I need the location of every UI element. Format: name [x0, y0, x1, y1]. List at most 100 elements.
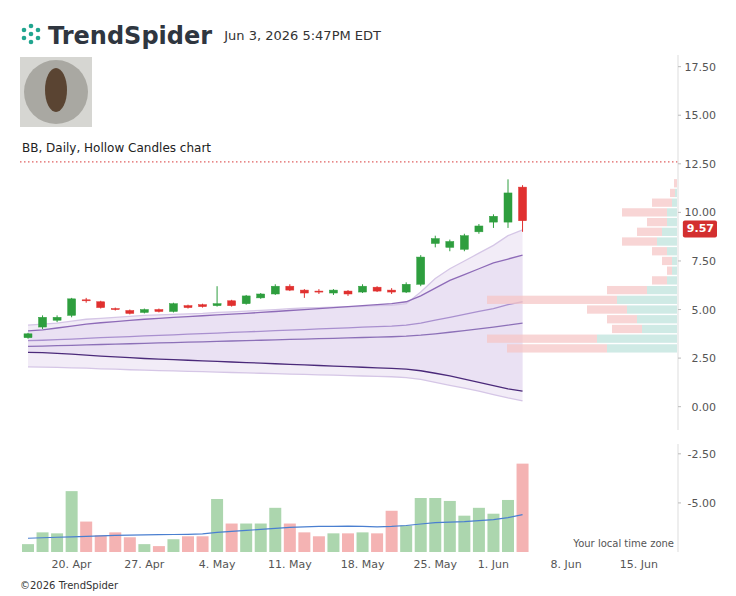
profile-up: [597, 335, 677, 343]
candle-body: [460, 236, 468, 250]
y-tick-label: 5.00: [692, 304, 717, 317]
candle-body: [519, 187, 527, 221]
profile-down: [667, 267, 672, 275]
avatar: [20, 57, 92, 127]
profile-up: [662, 228, 677, 236]
candle-body: [140, 310, 148, 313]
y-tick: [678, 66, 681, 67]
x-tick-label: 4. May: [199, 558, 236, 571]
profile-down: [652, 276, 667, 284]
profile-down: [652, 199, 672, 207]
chart: TrendSpiderJun 3, 2026 5:47PM EDTBB, Dai…: [0, 0, 736, 596]
time-zone-note: Your local time zone: [572, 538, 674, 549]
candle-body: [39, 317, 47, 327]
timestamp: Jun 3, 2026 5:47PM EDT: [223, 28, 381, 43]
profile-down: [507, 344, 607, 352]
volume-bar: [298, 532, 310, 552]
last-price-badge: [683, 220, 717, 237]
volume-bar: [429, 498, 441, 552]
y-tick-label: 12.50: [685, 158, 717, 171]
candle-body: [82, 300, 90, 301]
candle-body: [431, 239, 439, 244]
volume-bar: [342, 533, 354, 552]
x-tick-label: 11. May: [268, 558, 312, 571]
volume-bar: [153, 546, 165, 552]
y-tick: [678, 358, 681, 359]
profile-down: [607, 286, 647, 294]
profile-up: [667, 208, 677, 216]
candle-body: [68, 299, 76, 316]
volume-bar: [211, 499, 223, 552]
volume-profile: [487, 179, 677, 352]
volume-ma: [28, 515, 523, 539]
candle-body: [155, 310, 163, 312]
y-tick: [678, 212, 681, 213]
y-tick: [678, 115, 681, 116]
page: {"header": {"brand": "TrendSpider", "tim…: [0, 0, 736, 596]
y-tick-label: 15.00: [685, 109, 717, 122]
volume-bar: [37, 532, 49, 552]
volume-bar: [517, 464, 529, 552]
volume-bar: [371, 533, 383, 552]
volume-bar: [255, 524, 267, 552]
volume-tick-label: -5.00: [688, 497, 716, 510]
volume-bar: [138, 544, 150, 552]
band-line: [28, 230, 523, 325]
volume-bar: [386, 511, 398, 552]
candle-body: [271, 286, 279, 294]
profile-down: [674, 179, 677, 187]
volume-bar: [51, 533, 63, 552]
volume-bar: [444, 501, 456, 552]
band-fill: [28, 255, 523, 391]
y-tick-label: 10.00: [685, 206, 717, 219]
volume-tick: [678, 453, 681, 454]
volume-bar: [327, 533, 339, 552]
volume-bar: [357, 532, 369, 552]
volume-bar: [182, 536, 194, 552]
volume-tick-label: -2.50: [688, 448, 716, 461]
candle-body: [257, 294, 265, 298]
volume-axis-line: [678, 444, 679, 552]
volume-bar: [167, 539, 179, 552]
x-tick-label: 27. Apr: [124, 558, 164, 571]
y-tick: [678, 406, 681, 407]
band-line: [28, 367, 523, 401]
volume-tick: [678, 502, 681, 503]
profile-up: [675, 189, 677, 197]
profile-up: [667, 247, 677, 255]
profile-down: [637, 228, 662, 236]
candle-body: [504, 193, 512, 222]
candle-body: [475, 226, 483, 232]
logo-dot: [36, 36, 41, 41]
volume-bar: [124, 537, 136, 552]
y-tick-label: 7.50: [692, 255, 717, 268]
profile-up: [672, 267, 677, 275]
profile-up: [627, 305, 677, 313]
x-tick-label: 8. Jun: [551, 558, 582, 571]
background: [0, 0, 736, 596]
candle-body: [213, 304, 221, 306]
logo-dot: [29, 24, 34, 29]
footer: ©2026 TrendSpider: [20, 580, 119, 591]
profile-down: [587, 305, 627, 313]
profile-up: [672, 257, 677, 265]
candle-body: [315, 291, 323, 292]
volume-bar: [502, 500, 514, 552]
reference-line: [20, 161, 678, 162]
volume-bar: [400, 525, 412, 552]
avatar-frame: [20, 57, 92, 127]
profile-up: [667, 276, 677, 284]
y-tick: [678, 260, 681, 261]
y-tick-label: 0.00: [692, 401, 717, 414]
price-axis-line: [678, 55, 679, 430]
y-tick-label: 2.50: [692, 352, 717, 365]
profile-down: [652, 247, 667, 255]
band-fill: [28, 230, 523, 401]
profile-up: [672, 199, 677, 207]
candle-body: [228, 301, 236, 306]
volume-bar: [95, 535, 107, 552]
logo-dot: [22, 36, 27, 41]
candle-body: [126, 311, 134, 314]
profile-up: [642, 325, 677, 333]
avatar-coin: [24, 60, 88, 124]
